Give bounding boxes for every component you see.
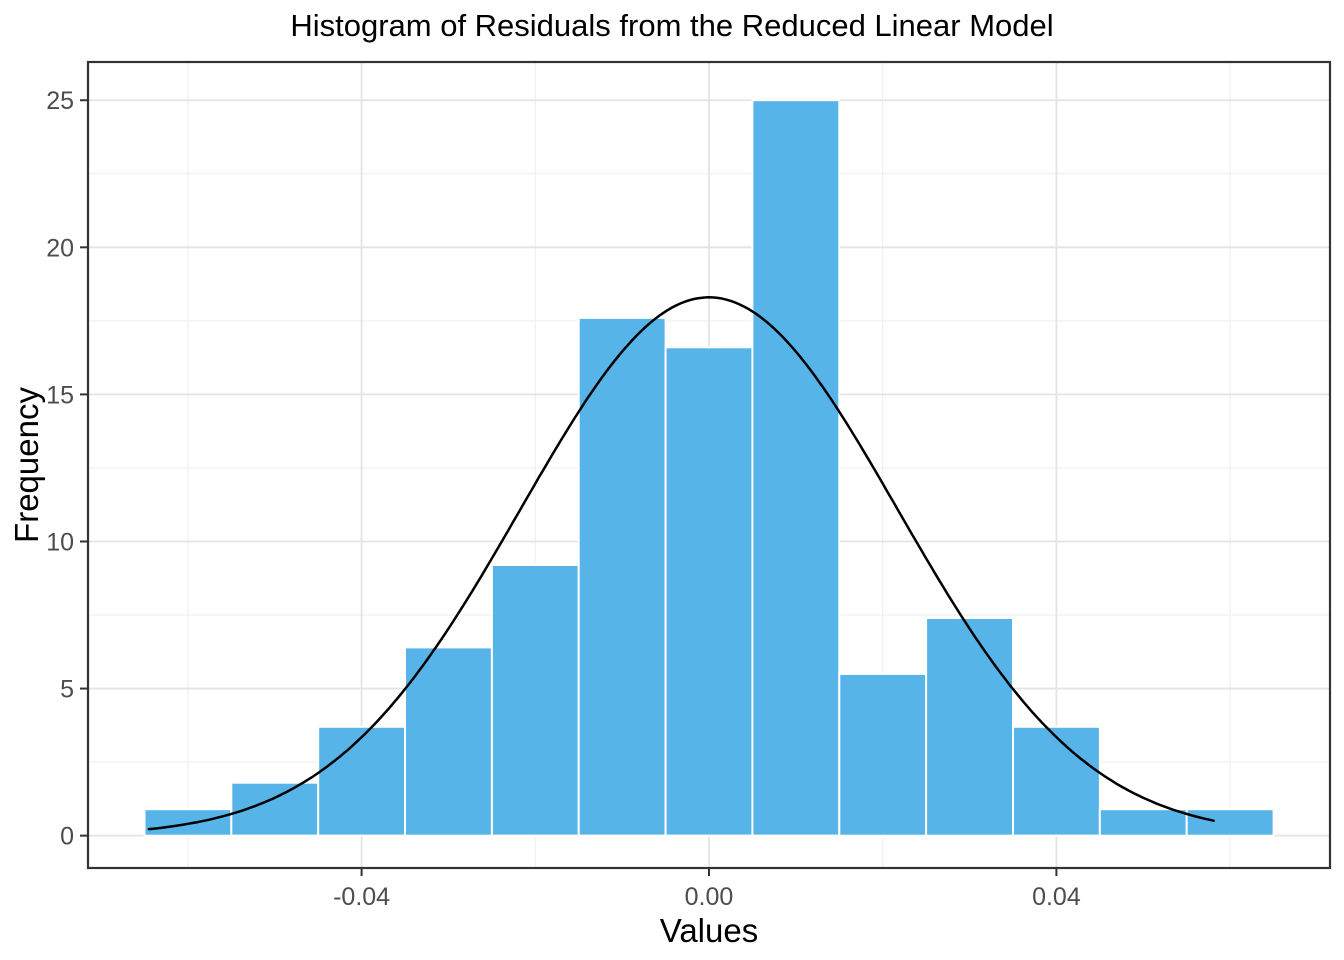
x-axis-label: Values: [660, 912, 758, 949]
y-tick-label: 20: [46, 234, 74, 262]
histogram-bar: [490, 564, 580, 837]
histogram-bar: [751, 99, 841, 837]
histogram-bar: [1098, 808, 1188, 837]
histogram-bar: [1012, 725, 1101, 837]
normal-density-curve: [147, 296, 1215, 831]
x-tick-label: -0.04: [333, 883, 390, 911]
y-tick-label: 15: [46, 381, 74, 409]
histogram-bar: [577, 316, 667, 837]
histogram-bar: [1185, 808, 1275, 837]
chart-title: Histogram of Residuals from the Reduced …: [290, 8, 1053, 43]
y-axis-label: Frequency: [8, 387, 45, 543]
histogram-bars: [143, 99, 1275, 837]
histogram-bar: [143, 808, 233, 837]
x-tick-label: 0.04: [1032, 883, 1081, 911]
histogram-bar: [317, 725, 407, 837]
histogram-bar: [838, 672, 928, 837]
histogram-bar: [925, 617, 1014, 837]
y-tick-label: 0: [60, 823, 74, 851]
y-tick-label: 25: [46, 87, 74, 115]
y-tick-label: 10: [46, 529, 74, 557]
histogram-bar: [404, 646, 493, 837]
x-tick-label: 0.00: [685, 883, 734, 911]
histogram-bar: [664, 346, 754, 837]
x-axis-tick-labels: -0.04 0.00 0.04: [333, 883, 1081, 911]
y-tick-label: 5: [60, 676, 74, 704]
y-axis-tick-labels: 0 5 10 15 20 25: [46, 87, 74, 850]
axis-ticks: [80, 99, 1058, 876]
